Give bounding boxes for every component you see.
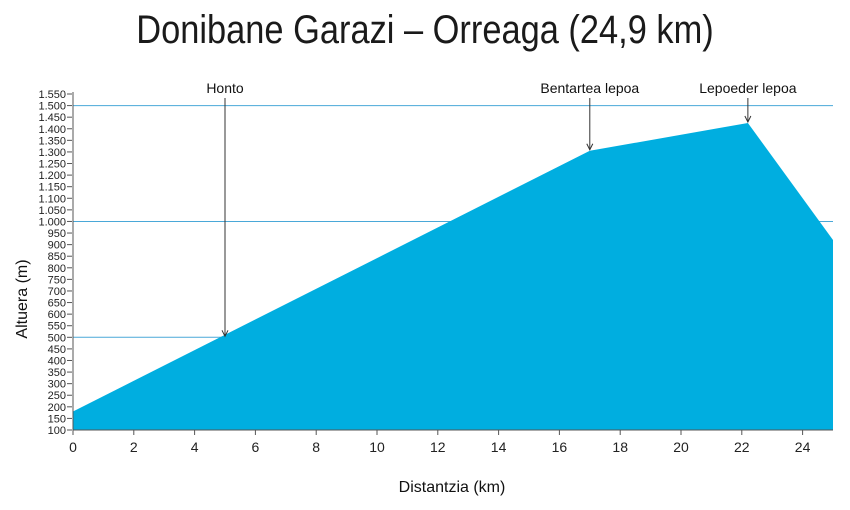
axes	[72, 92, 833, 431]
y-tick-label: 700	[48, 286, 66, 298]
annotation-arrowhead	[221, 330, 229, 338]
x-tick-label: 16	[552, 439, 568, 455]
annotation-arrowhead	[744, 115, 752, 124]
y-tick-label: 500	[48, 332, 66, 344]
annotation-label: Bentartea lepoa	[540, 80, 639, 96]
y-tick-label: 800	[48, 263, 66, 275]
y-tick-label: 200	[48, 402, 66, 414]
y-tick-label: 1.100	[38, 193, 66, 205]
x-axis-label: Distantzia (km)	[399, 479, 506, 496]
chart-title: Donibane Garazi – Orreaga (24,9 km)	[136, 8, 714, 52]
x-tick-label: 2	[130, 439, 138, 455]
y-tick-label: 1.350	[38, 135, 66, 147]
y-tick-label: 350	[48, 367, 66, 379]
y-tick-label: 100	[48, 425, 66, 437]
y-tick-label: 150	[48, 413, 66, 425]
y-tick-label: 1.550	[38, 89, 66, 101]
y-tick-label: 1.050	[38, 205, 66, 217]
y-tick-label: 750	[48, 274, 66, 286]
y-tick-label: 250	[48, 390, 66, 402]
elevation-area	[73, 122, 833, 430]
y-tick-label: 550	[48, 321, 66, 333]
x-tick-label: 12	[430, 439, 446, 455]
y-tick-label: 450	[48, 344, 66, 356]
x-tick-label: 8	[312, 439, 320, 455]
x-tick-label: 22	[734, 439, 750, 455]
y-tick-label: 400	[48, 355, 66, 367]
y-ticks: 1001502002503003504004505005506006507007…	[38, 89, 72, 437]
y-axis-label: Altuera (m)	[14, 259, 31, 338]
y-tick-label: 1.000	[38, 216, 66, 228]
annotation-label: Lepoeder lepoa	[699, 80, 797, 96]
x-tick-label: 20	[673, 439, 689, 455]
y-tick-label: 900	[48, 240, 66, 252]
annotations: Honto Bentartea lepoa Lepoeder lepoa	[206, 80, 797, 338]
y-tick-label: 1.450	[38, 112, 66, 124]
y-tick-label: 600	[48, 309, 66, 321]
x-tick-label: 24	[795, 439, 811, 455]
x-tick-label: 4	[191, 439, 199, 455]
x-tick-label: 10	[369, 439, 385, 455]
x-ticks: 0 2 4 6 8 10 12 14 16 18 20 22 24	[69, 430, 811, 455]
x-tick-label: 18	[612, 439, 628, 455]
area-layer	[73, 122, 833, 430]
y-tick-label: 950	[48, 228, 66, 240]
annotation-arrowhead	[586, 143, 594, 151]
y-tick-label: 1.200	[38, 170, 66, 182]
y-tick-label: 850	[48, 251, 66, 263]
y-tick-label: 1.250	[38, 159, 66, 171]
y-tick-label: 1.150	[38, 182, 66, 194]
y-tick-label: 1.500	[38, 101, 66, 113]
y-tick-label: 1.300	[38, 147, 66, 159]
annotation-label: Honto	[206, 80, 244, 96]
x-tick-label: 14	[491, 439, 507, 455]
y-tick-label: 650	[48, 298, 66, 310]
y-tick-label: 1.400	[38, 124, 66, 136]
y-tick-label: 300	[48, 379, 66, 391]
x-tick-label: 0	[69, 439, 77, 455]
x-tick-label: 6	[252, 439, 260, 455]
